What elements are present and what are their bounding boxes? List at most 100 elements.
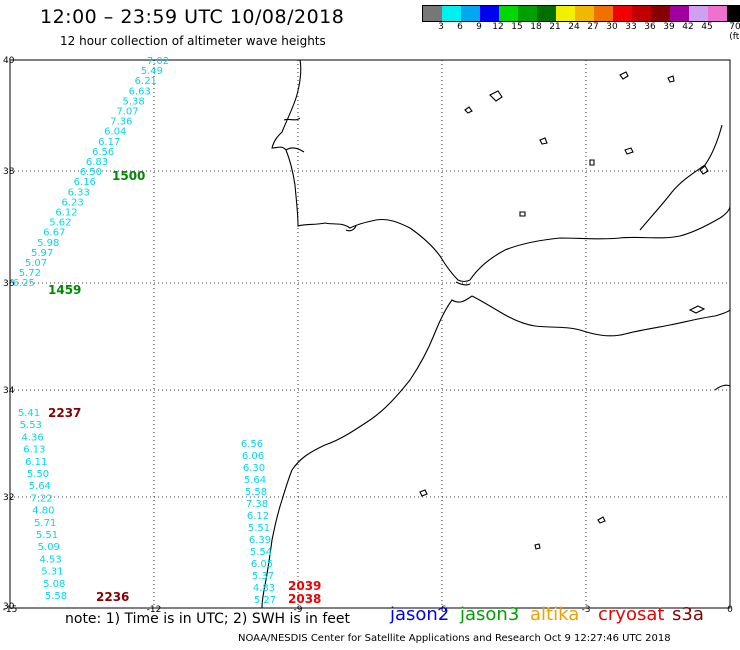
lon-label: -6 — [438, 605, 447, 615]
island-4 — [464, 106, 473, 114]
colorbar-swatch — [651, 6, 670, 21]
credit-line: NOAA/NESDIS Center for Satellite Applica… — [238, 633, 671, 644]
colorbar-label: 3 — [438, 22, 444, 32]
africa-north-coast — [471, 295, 731, 337]
wave-height-value: 6.13 — [23, 445, 45, 456]
colorbar-label: 39 — [663, 22, 675, 32]
cadiz-bay — [345, 225, 357, 232]
wave-height-value: 5.37 — [252, 571, 274, 582]
colorbar-swatch — [575, 6, 594, 21]
wave-height-value: 6.63 — [129, 86, 151, 97]
iberia-west-coast — [271, 59, 471, 283]
colorbar-label: 70 (ft) — [729, 22, 740, 42]
colorbar-swatch — [613, 6, 632, 21]
wave-height-value: 5.71 — [34, 518, 56, 529]
wave-height-value: 5.58 — [45, 591, 67, 602]
lat-label: 32 — [3, 493, 14, 503]
wave-height-value: 6.11 — [25, 457, 47, 468]
wave-height-value: 4.80 — [32, 506, 54, 517]
pass-time-label: 2236 — [96, 590, 129, 604]
colorbar-swatch — [499, 6, 518, 21]
colorbar-label: 45 — [701, 22, 713, 32]
wave-height-value: 6.05 — [251, 559, 273, 570]
colorbar-swatch — [556, 6, 575, 21]
map-grid — [10, 60, 730, 608]
wave-height-value: 5.51 — [248, 523, 270, 534]
wave-height-value: 7.22 — [30, 493, 52, 504]
island-2 — [667, 75, 675, 83]
wave-height-value: 5.97 — [31, 248, 53, 259]
axis-labels: 40 38 36 34 32 30-15 -12 -9 -6 -3 0 — [3, 56, 733, 615]
colorbar-swatch — [461, 6, 480, 21]
colorbar-swatch — [594, 6, 613, 21]
island-6 — [589, 159, 595, 166]
wave-height-value: 6.39 — [249, 535, 271, 546]
colorbar-swatch — [727, 6, 740, 21]
wave-height-value: 5.64 — [244, 475, 266, 486]
altimeter-tracks: 7.025.496.216.635.387.077.366.046.176.56… — [13, 56, 276, 606]
colorbar-label: 18 — [530, 22, 542, 32]
lat-label: 40 — [3, 56, 15, 66]
wave-height-value: 5.49 — [141, 66, 163, 77]
colorbar-swatch — [689, 6, 708, 21]
wave-height-value: 5.07 — [25, 258, 47, 269]
coastline — [261, 59, 731, 609]
lon-label: -9 — [294, 605, 303, 615]
colorbar-label: 33 — [625, 22, 637, 32]
wave-height-value: 4.53 — [39, 554, 61, 565]
wave-height-value: 5.72 — [19, 268, 41, 279]
island-5 — [539, 137, 548, 145]
iberia-east-coast — [639, 124, 723, 231]
satellite-legend-item: jason2 — [390, 604, 450, 625]
satellite-legend-item: altika — [530, 604, 580, 625]
wave-height-value: 6.23 — [61, 197, 83, 208]
wave-height-value: 5.54 — [250, 547, 272, 558]
wave-height-value: 5.53 — [20, 420, 42, 431]
colorbar-label: 24 — [568, 22, 580, 32]
wave-height-value: 6.12 — [55, 208, 77, 219]
wave-height-value: 5.09 — [38, 542, 60, 553]
satellite-legend-item: cryosat — [598, 604, 665, 625]
wave-height-value: 6.56 — [92, 147, 114, 158]
wave-height-value: 5.64 — [29, 481, 51, 492]
lat-label: 36 — [3, 279, 15, 289]
chart-subtitle: 12 hour collection of altimeter wave hei… — [60, 34, 326, 48]
colorbar-label: 15 — [511, 22, 523, 32]
wave-height-value: 5.62 — [49, 218, 71, 229]
lat-label: 38 — [3, 167, 15, 177]
wave-height-value: 5.27 — [254, 595, 276, 606]
wave-height-value: 7.38 — [246, 499, 268, 510]
wave-height-value: 6.06 — [242, 451, 264, 462]
africa-coast — [261, 295, 473, 609]
island-12 — [534, 543, 541, 550]
wave-height-value: 6.12 — [247, 511, 269, 522]
wave-height-value: 6.50 — [80, 167, 102, 178]
colorbar-swatch — [518, 6, 537, 21]
wave-height-value: 7.36 — [110, 117, 132, 128]
lon-label: -15 — [3, 605, 18, 615]
balearic-coast — [714, 384, 731, 391]
pass-time-label: 1459 — [48, 283, 81, 297]
pass-time-label: 2039 — [288, 579, 321, 593]
colorbar-swatch — [423, 6, 442, 21]
colorbar-label: 12 — [492, 22, 504, 32]
iberia-south-coast — [469, 205, 731, 281]
wave-height-value: 6.04 — [104, 127, 126, 138]
lat-label: 34 — [3, 386, 15, 396]
wave-height-value: 5.41 — [18, 408, 40, 419]
lon-label: -3 — [582, 605, 591, 615]
lon-label: 0 — [727, 605, 733, 615]
colorbar-swatch — [632, 6, 651, 21]
wave-height-value: 5.38 — [122, 96, 144, 107]
wave-height-value: 6.21 — [135, 76, 157, 87]
pass-time-label: 2038 — [288, 592, 321, 606]
island-3 — [489, 90, 503, 102]
wave-height-value: 5.58 — [245, 487, 267, 498]
lat-label: 30 — [3, 602, 15, 612]
wave-height-value: 5.98 — [37, 238, 59, 249]
footer-note: note: 1) Time is in UTC; 2) SWH is in fe… — [65, 611, 351, 627]
lon-label: -12 — [147, 605, 162, 615]
island-9 — [519, 211, 526, 217]
